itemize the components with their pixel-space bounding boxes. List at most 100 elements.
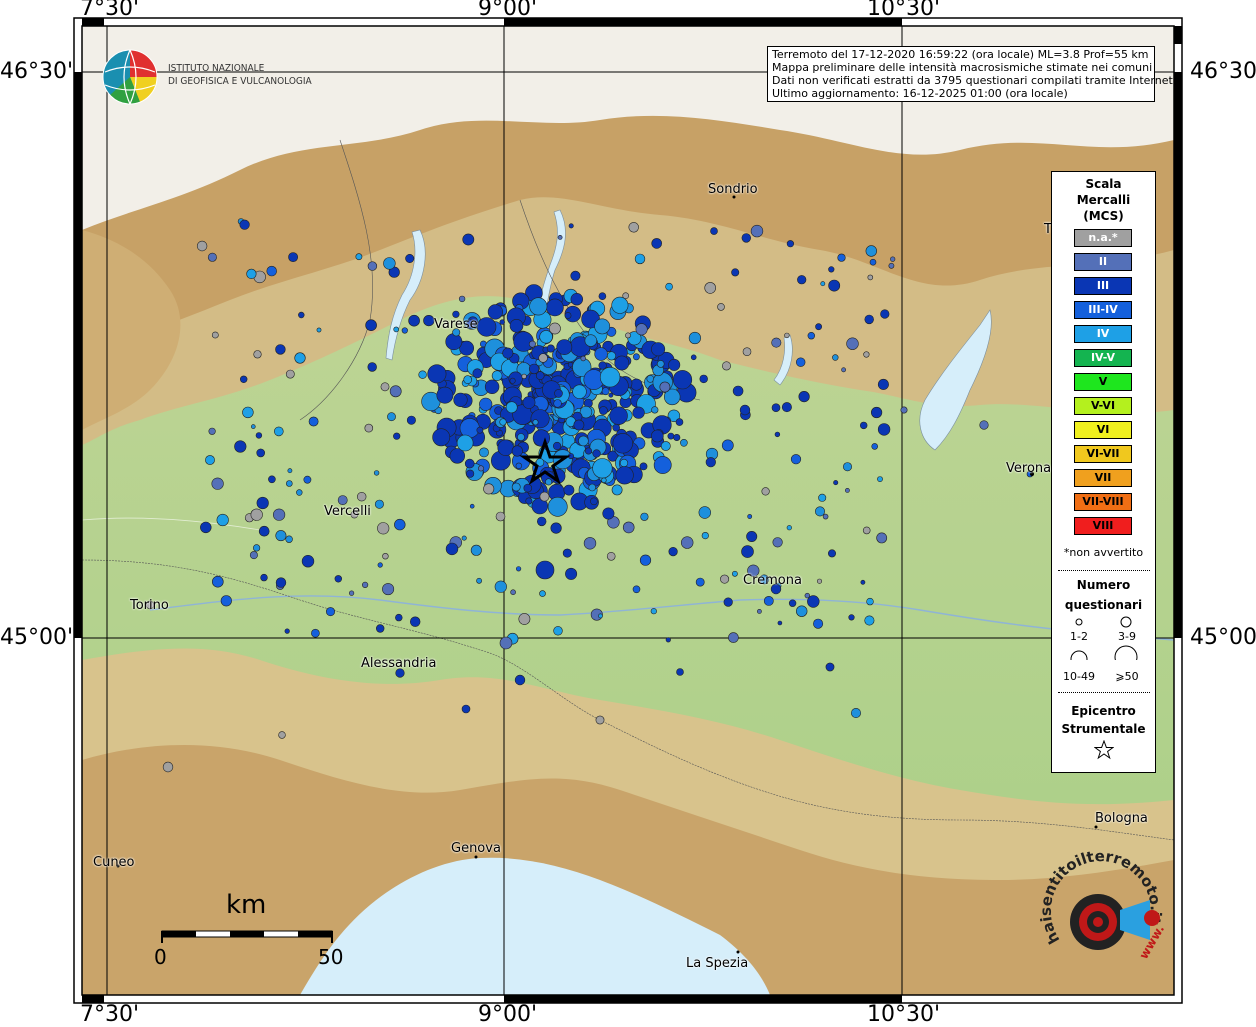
intensity-dot [294,352,306,364]
event-info-box: Terremoto del 17-12-2020 16:59:22 (ora l… [767,46,1177,102]
intensity-dot [864,615,875,626]
intensity-dot [373,470,380,476]
lat-tick-label: 46°30' [0,59,74,84]
intensity-dot [367,261,378,271]
intensity-dot [786,525,792,531]
event-info-line: Mappa preliminare delle intensità macros… [772,61,1153,74]
intensity-dot [599,367,621,388]
intensity-dot [553,626,563,636]
intensity-dot [865,245,877,257]
intensity-dot [401,327,408,334]
intensity-dot [628,222,639,233]
legend-class-swatch: III-IV [1074,301,1132,319]
intensity-dot [759,574,770,585]
intensity-dot [651,342,666,357]
intensity-dot [609,406,628,425]
intensity-dot [393,432,401,440]
intensity-dot [511,482,521,492]
intensity-dot [528,363,540,375]
lon-tick-label: 10°30' [867,1002,941,1027]
intensity-dot [771,403,781,413]
intensity-dot [285,480,293,487]
intensity-dot [900,406,908,414]
intensity-dot [741,545,754,558]
intensity-dot [656,360,665,368]
intensity-dot [723,597,733,607]
intensity-dot [653,456,672,474]
intensity-dot [376,624,385,633]
intensity-dot [688,331,702,345]
intensity-dot [870,406,883,419]
intensity-dot [239,219,250,230]
ingv-logo-line1: ISTITUTO NAZIONALE [168,63,265,74]
intensity-dot [864,314,874,325]
intensity-dot [393,326,400,333]
intensity-dot [445,333,463,351]
intensity-dot [377,522,390,535]
intensity-dot [871,443,879,450]
lon-tick-label: 10°30' [867,0,941,21]
intensity-dot [667,432,675,440]
intensity-dot [790,454,802,465]
intensity-dot [634,253,646,265]
intensity-dot [395,613,403,622]
intensity-dot [673,433,681,441]
intensity-dot [720,574,730,584]
intensity-dot [630,378,643,391]
intensity-dot [452,328,461,337]
intensity-dot [212,575,224,588]
scale-bar [161,930,333,943]
intensity-dot [869,258,877,266]
intensity-dot [580,355,586,362]
intensity-dot [660,441,671,451]
intensity-dot [453,392,468,408]
ingv-globe-icon [102,49,158,105]
intensity-dot [822,513,829,520]
intensity-dot [659,381,671,393]
legend-class-swatch: VII [1074,469,1132,487]
city-label-sondrio: Sondrio [708,182,758,197]
event-info-line: Dati non verificati estratti da 3795 que… [772,74,1177,87]
epicenter-star [519,437,571,485]
intensity-dot [531,497,548,515]
legend-separator [1058,570,1150,571]
intensity-dot [606,351,616,361]
intensity-dot [774,431,781,438]
intensity-dot [256,448,266,458]
intensity-dot [255,432,263,439]
terrain [81,26,1175,995]
intensity-dot [777,620,783,626]
intensity-dot [461,704,471,714]
intensity-dot [491,370,503,382]
intensity-dot [445,542,459,556]
intensity-dot [387,412,396,422]
legend-title-line: Scala [1085,177,1122,191]
city-label-cremona: Cremona [743,573,802,588]
intensity-dot [807,332,815,340]
lat-tick-label: 46°30' [1190,59,1256,84]
intensity-dot [770,583,782,595]
intensity-dot [584,334,597,347]
city-label-alessandria: Alessandria [361,656,437,671]
intensity-dot [505,401,518,414]
intensity-dot [288,252,298,262]
intensity-dot [568,223,574,229]
haisentito-logo-icon: haisentitoilterremoto.it www. [1040,850,1167,962]
intensity-dot [565,567,578,580]
intensity-dot [253,350,262,359]
intensity-dot [463,375,473,384]
intensity-dot [515,566,522,572]
intensity-dot [595,715,605,725]
intensity-dot [795,357,806,367]
intensity-dot [721,361,731,371]
intensity-dot [627,331,642,346]
intensity-dot [464,458,475,469]
intensity-dot [410,616,421,627]
intensity-dot [499,418,507,426]
intensity-dot [639,554,652,566]
intensity-dot [406,415,416,425]
intensity-dot [717,303,725,311]
intensity-dot [584,447,592,455]
intensity-dot [598,361,607,370]
intensity-dot [546,298,564,317]
